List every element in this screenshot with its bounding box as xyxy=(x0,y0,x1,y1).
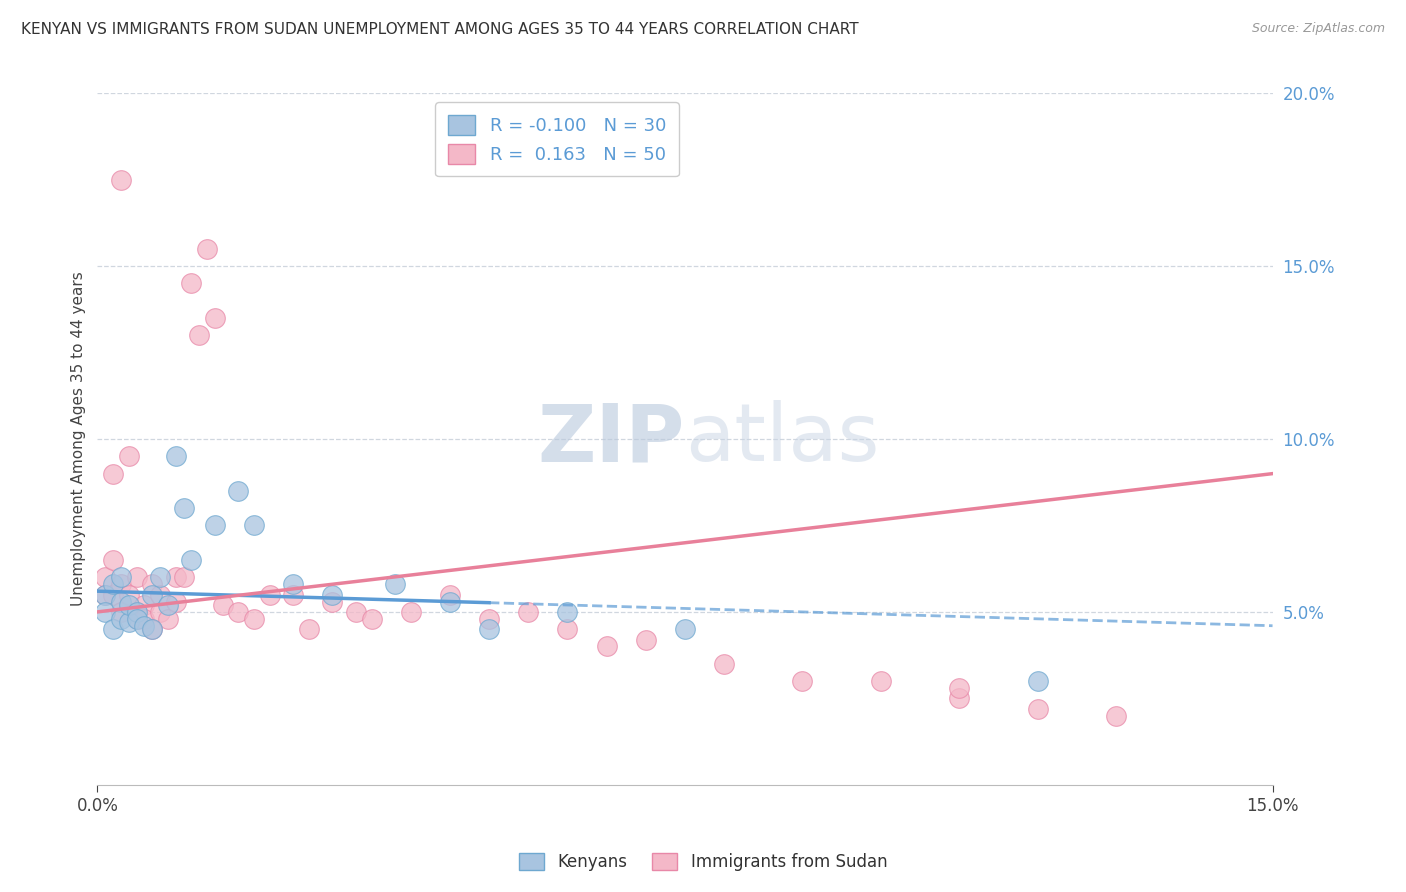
Point xyxy=(228,483,250,498)
Point xyxy=(110,173,132,187)
Point xyxy=(713,657,735,671)
Point xyxy=(101,622,124,636)
Point xyxy=(595,640,617,654)
Point xyxy=(634,632,657,647)
Point xyxy=(125,605,148,619)
Point xyxy=(149,605,172,619)
Point xyxy=(134,598,156,612)
Point xyxy=(141,588,163,602)
Point xyxy=(1026,702,1049,716)
Point xyxy=(101,577,124,591)
Point xyxy=(125,605,148,619)
Point xyxy=(94,605,117,619)
Point xyxy=(344,605,367,619)
Text: Source: ZipAtlas.com: Source: ZipAtlas.com xyxy=(1251,22,1385,36)
Point xyxy=(110,594,132,608)
Point xyxy=(118,598,141,612)
Point xyxy=(134,612,156,626)
Point xyxy=(101,467,124,481)
Point xyxy=(360,612,382,626)
Point xyxy=(110,605,132,619)
Point xyxy=(110,612,132,626)
Point xyxy=(259,588,281,602)
Point xyxy=(141,577,163,591)
Point xyxy=(948,691,970,706)
Point xyxy=(1105,708,1128,723)
Point xyxy=(439,594,461,608)
Text: atlas: atlas xyxy=(685,400,879,478)
Point xyxy=(557,622,579,636)
Point xyxy=(180,277,202,291)
Point xyxy=(134,618,156,632)
Point xyxy=(439,588,461,602)
Point xyxy=(399,605,422,619)
Point xyxy=(141,622,163,636)
Point xyxy=(195,242,218,256)
Point xyxy=(94,588,117,602)
Point xyxy=(321,594,343,608)
Point xyxy=(165,594,187,608)
Point xyxy=(110,570,132,584)
Point xyxy=(118,588,141,602)
Point xyxy=(211,598,233,612)
Point xyxy=(1026,674,1049,689)
Point xyxy=(204,311,226,326)
Point xyxy=(243,518,266,533)
Point xyxy=(792,674,814,689)
Point xyxy=(204,518,226,533)
Point xyxy=(141,622,163,636)
Point xyxy=(557,605,579,619)
Point xyxy=(298,622,321,636)
Point xyxy=(101,588,124,602)
Point xyxy=(188,328,211,343)
Point xyxy=(165,570,187,584)
Point xyxy=(156,612,179,626)
Point xyxy=(869,674,891,689)
Point xyxy=(673,622,696,636)
Point xyxy=(125,612,148,626)
Point xyxy=(94,588,117,602)
Point xyxy=(156,598,179,612)
Point xyxy=(173,570,195,584)
Point xyxy=(173,501,195,516)
Point xyxy=(180,553,202,567)
Legend: Kenyans, Immigrants from Sudan: Kenyans, Immigrants from Sudan xyxy=(510,845,896,880)
Point xyxy=(94,570,117,584)
Point xyxy=(101,553,124,567)
Point xyxy=(384,577,406,591)
Point xyxy=(125,612,148,626)
Point xyxy=(118,615,141,630)
Point xyxy=(149,570,172,584)
Point xyxy=(228,605,250,619)
Y-axis label: Unemployment Among Ages 35 to 44 years: Unemployment Among Ages 35 to 44 years xyxy=(72,272,86,607)
Point xyxy=(478,612,501,626)
Point xyxy=(283,577,305,591)
Point xyxy=(243,612,266,626)
Point xyxy=(948,681,970,695)
Text: KENYAN VS IMMIGRANTS FROM SUDAN UNEMPLOYMENT AMONG AGES 35 TO 44 YEARS CORRELATI: KENYAN VS IMMIGRANTS FROM SUDAN UNEMPLOY… xyxy=(21,22,859,37)
Point xyxy=(283,588,305,602)
Text: ZIP: ZIP xyxy=(537,400,685,478)
Point xyxy=(125,570,148,584)
Point xyxy=(478,622,501,636)
Point xyxy=(517,605,540,619)
Point xyxy=(118,450,141,464)
Point xyxy=(149,588,172,602)
Point xyxy=(321,588,343,602)
Legend: R = -0.100   N = 30, R =  0.163   N = 50: R = -0.100 N = 30, R = 0.163 N = 50 xyxy=(436,103,679,177)
Point xyxy=(165,450,187,464)
Point xyxy=(110,577,132,591)
